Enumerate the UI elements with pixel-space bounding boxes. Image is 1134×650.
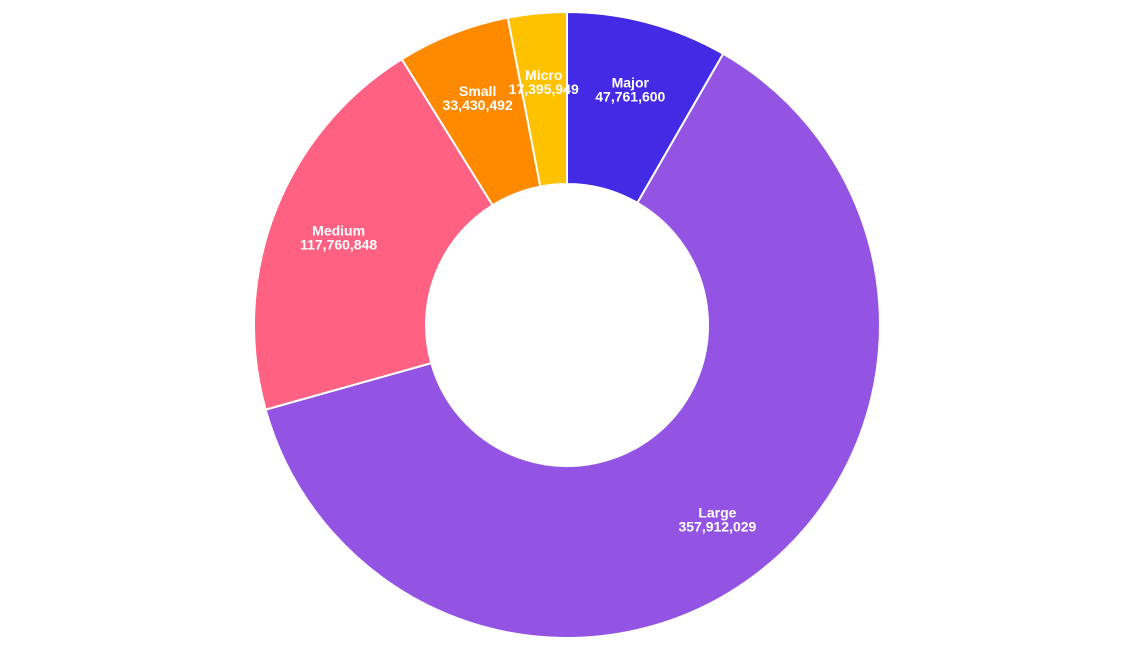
slice-label-value-large: 357,912,029 [678, 518, 756, 534]
slices-layer [253, 11, 881, 639]
slice-label-name-medium: Medium [312, 222, 365, 238]
slice-label-large: Large 357,912,029 [678, 504, 756, 534]
slice-large[interactable] [264, 52, 881, 639]
slice-label-value-micro: 17,395,949 [509, 81, 579, 97]
slice-label-medium: Medium 117,760,848 [300, 222, 377, 252]
slice-label-name-small: Small [459, 83, 496, 99]
labels-layer: Major 47,761,600 Large 357,912,029 Medium 117… [300, 67, 756, 534]
slice-label-name-major: Major [612, 74, 650, 90]
slice-medium[interactable] [253, 58, 494, 411]
slice-label-value-small: 33,430,492 [443, 97, 513, 113]
slice-label-micro: Micro 17,395,949 [509, 67, 579, 97]
slice-label-small: Small 33,430,492 [443, 83, 513, 113]
slice-label-name-micro: Micro [525, 67, 562, 83]
slice-label-name-large: Large [698, 504, 736, 520]
slice-label-major: Major 47,761,600 [595, 74, 665, 104]
slice-label-value-major: 47,761,600 [595, 88, 665, 104]
slice-label-value-medium: 117,760,848 [300, 236, 377, 252]
slice-micro[interactable] [506, 11, 568, 188]
